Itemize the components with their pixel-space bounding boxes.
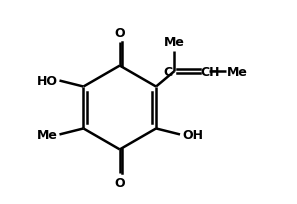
Text: C: C [163, 65, 173, 78]
Text: HO: HO [37, 75, 58, 88]
Text: OH: OH [182, 128, 203, 141]
Text: Me: Me [37, 128, 58, 141]
Text: Me: Me [227, 65, 248, 78]
Text: Me: Me [164, 36, 185, 49]
Text: O: O [114, 27, 125, 40]
Text: CH: CH [201, 65, 220, 78]
Text: O: O [114, 176, 125, 189]
